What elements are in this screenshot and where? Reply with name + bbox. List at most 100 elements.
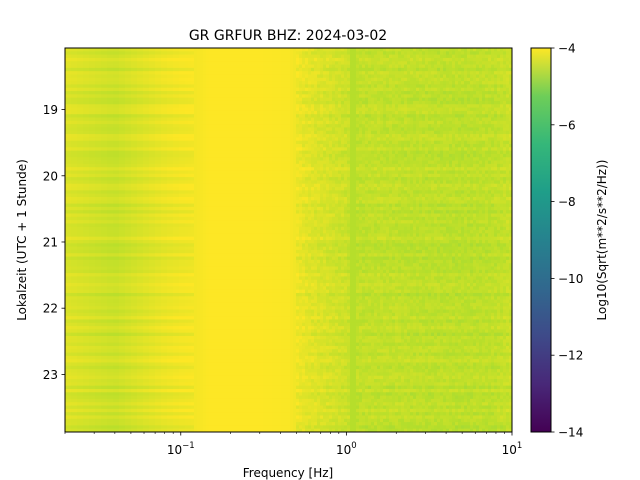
spectrogram-cell bbox=[434, 150, 438, 155]
spectrogram-cell bbox=[272, 104, 276, 108]
spectrogram-cell bbox=[137, 150, 144, 155]
spectrogram-cell bbox=[347, 117, 351, 122]
spectrogram-cell bbox=[464, 170, 468, 175]
spectrogram-cell bbox=[230, 127, 234, 132]
spectrogram-cell bbox=[242, 64, 246, 69]
spectrogram-cell bbox=[215, 61, 219, 65]
spectrogram-cell bbox=[194, 51, 198, 56]
spectrogram-cell bbox=[425, 57, 429, 62]
spectrogram-cell bbox=[500, 64, 504, 69]
spectrogram-cell bbox=[440, 71, 444, 75]
spectrogram-cell bbox=[281, 167, 285, 171]
spectrogram-cell bbox=[137, 147, 144, 152]
spectrogram-cell bbox=[245, 84, 249, 89]
spectrogram-cell bbox=[488, 54, 492, 59]
spectrogram-cell bbox=[491, 130, 495, 135]
spectrogram-cell bbox=[395, 153, 399, 158]
spectrogram-cell bbox=[95, 114, 102, 118]
spectrogram-cell bbox=[305, 167, 309, 171]
spectrogram-cell bbox=[131, 97, 138, 102]
spectrogram-cell bbox=[338, 91, 342, 95]
spectrogram-cell bbox=[206, 77, 210, 82]
spectrogram-cell bbox=[347, 104, 351, 108]
spectrogram-cell bbox=[95, 54, 102, 59]
spectrogram-cell bbox=[299, 84, 303, 89]
spectrogram-cell bbox=[194, 81, 198, 85]
spectrogram-cell bbox=[239, 147, 243, 152]
spectrogram-cell bbox=[350, 144, 354, 148]
spectrogram-cell bbox=[494, 77, 498, 82]
spectrogram-cell bbox=[278, 140, 282, 145]
spectrogram-cell bbox=[422, 91, 426, 95]
spectrogram-cell bbox=[119, 74, 126, 79]
spectrogram-cell bbox=[401, 84, 405, 89]
spectrogram-cell bbox=[488, 157, 492, 161]
spectrogram-cell bbox=[260, 127, 264, 132]
spectrogram-cell bbox=[380, 51, 384, 56]
spectrogram-cell bbox=[476, 150, 480, 155]
spectrogram-cell bbox=[416, 54, 420, 59]
spectrogram-cell bbox=[119, 127, 126, 132]
spectrogram-cell bbox=[233, 163, 237, 168]
spectrogram-cell bbox=[119, 87, 126, 92]
spectrogram-cell bbox=[509, 91, 513, 95]
spectrogram-cell bbox=[386, 124, 390, 128]
spectrogram-cell bbox=[113, 137, 120, 142]
spectrogram-cell bbox=[188, 153, 192, 158]
spectrogram-cell bbox=[356, 153, 360, 158]
spectrogram-cell bbox=[335, 127, 339, 132]
spectrogram-cell bbox=[419, 54, 423, 59]
spectrogram-cell bbox=[89, 100, 96, 105]
spectrogram-cell bbox=[437, 150, 441, 155]
spectrogram-cell bbox=[305, 160, 309, 165]
spectrogram-cell bbox=[347, 67, 351, 72]
spectrogram-cell bbox=[458, 137, 462, 142]
spectrogram-cell bbox=[143, 64, 150, 69]
spectrogram-cell bbox=[272, 173, 276, 178]
spectrogram-cell bbox=[77, 107, 84, 112]
spectrogram-cell bbox=[353, 67, 357, 72]
spectrogram-cell bbox=[317, 48, 321, 52]
spectrogram-cell bbox=[509, 163, 513, 168]
spectrogram-cell bbox=[230, 51, 234, 56]
spectrogram-cell bbox=[275, 61, 279, 65]
spectrogram-cell bbox=[494, 57, 498, 62]
spectrogram-cell bbox=[395, 48, 399, 52]
spectrogram-cell bbox=[353, 54, 357, 59]
spectrogram-cell bbox=[95, 81, 102, 85]
spectrogram-cell bbox=[386, 167, 390, 171]
spectrogram-cell bbox=[305, 84, 309, 89]
spectrogram-cell bbox=[338, 71, 342, 75]
spectrogram-cell bbox=[497, 160, 501, 165]
spectrogram-cell bbox=[287, 163, 291, 168]
spectrogram-cell bbox=[233, 170, 237, 175]
spectrogram-cell bbox=[143, 170, 150, 175]
spectrogram-cell bbox=[428, 77, 432, 82]
spectrogram-cell bbox=[410, 84, 414, 89]
spectrogram-cell bbox=[332, 110, 336, 115]
spectrogram-cell bbox=[239, 107, 243, 112]
spectrogram-cell bbox=[347, 147, 351, 152]
spectrogram-cell bbox=[500, 167, 504, 171]
spectrogram-cell bbox=[317, 147, 321, 152]
spectrogram-cell bbox=[107, 170, 114, 175]
spectrogram-cell bbox=[392, 117, 396, 122]
spectrogram-cell bbox=[416, 51, 420, 56]
spectrogram-cell bbox=[287, 160, 291, 165]
spectrogram-cell bbox=[119, 54, 126, 59]
spectrogram-cell bbox=[281, 157, 285, 161]
spectrogram-cell bbox=[83, 144, 90, 148]
spectrogram-cell bbox=[407, 84, 411, 89]
spectrogram-cell bbox=[299, 124, 303, 128]
spectrogram-cell bbox=[227, 163, 231, 168]
spectrogram-cell bbox=[206, 71, 210, 75]
spectrogram-cell bbox=[365, 57, 369, 62]
spectrogram-cell bbox=[407, 110, 411, 115]
spectrogram-cell bbox=[209, 150, 213, 155]
spectrogram-cell bbox=[281, 87, 285, 92]
spectrogram-cell bbox=[212, 87, 216, 92]
spectrogram-cell bbox=[266, 57, 270, 62]
spectrogram-cell bbox=[479, 107, 483, 112]
spectrogram-cell bbox=[476, 120, 480, 125]
spectrogram-cell bbox=[113, 157, 120, 161]
